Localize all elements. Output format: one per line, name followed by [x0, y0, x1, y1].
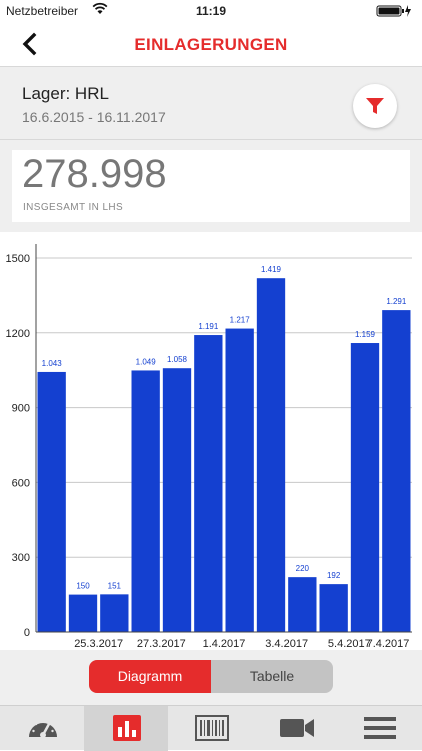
bar-chart: 0 300 600 900 1200 1500 1.043 150 151 1.049 1.058 1… [6, 244, 412, 650]
menu-icon [364, 717, 396, 739]
bar [225, 328, 254, 632]
total-card: 278.998 INSGESAMT IN LHS [12, 150, 410, 222]
bar [382, 310, 411, 632]
total-caption: INSGESAMT IN LHS [23, 202, 124, 213]
bar [256, 278, 286, 632]
y-tick-label: 300 [12, 552, 30, 564]
gauge-icon [29, 719, 57, 738]
tab-scanner[interactable] [168, 706, 252, 751]
wifi-icon [92, 2, 108, 14]
date-range-label: 16.6.2015 - 16.11.2017 [22, 109, 166, 125]
clock: 11:19 [195, 4, 227, 18]
bar [68, 594, 98, 632]
bar-value-label: 1.217 [230, 316, 251, 325]
bar [350, 343, 380, 632]
chevron-left-icon[interactable] [16, 30, 44, 58]
bar-value-label: 1.058 [167, 355, 188, 364]
bar-value-label: 1.291 [386, 297, 407, 306]
bar-value-label: 1.049 [136, 357, 157, 366]
bar [288, 577, 317, 632]
bar [37, 371, 66, 632]
bar [162, 368, 192, 632]
bar-value-label: 1.191 [198, 322, 219, 331]
funnel-icon [366, 98, 384, 114]
bar-value-label: 220 [296, 564, 310, 573]
tab-video[interactable] [252, 706, 336, 751]
x-tick-label: 7.4.2017 [367, 638, 410, 650]
total-value: 278.998 [22, 152, 167, 196]
view-toggle-area: Diagramm Tabelle [0, 650, 422, 705]
bar [194, 335, 223, 632]
bar-value-label: 1.159 [355, 330, 376, 339]
tab-bar [0, 705, 422, 751]
x-tick-label: 25.3.2017 [74, 638, 123, 650]
navigation-bar: EINLAGERUNGEN [0, 22, 422, 66]
y-tick-label: 600 [12, 477, 30, 489]
y-tick-label: 900 [12, 403, 30, 415]
bar [319, 584, 348, 632]
segment-tabelle[interactable]: Tabelle [211, 660, 333, 693]
tab-dashboard[interactable] [0, 706, 84, 751]
battery-icon [376, 5, 411, 17]
bar-value-label: 1.419 [261, 265, 282, 274]
tab-menu[interactable] [336, 706, 420, 751]
view-segmented-control: Diagramm Tabelle [89, 660, 333, 693]
warehouse-label: Lager: HRL [22, 84, 109, 103]
bar-value-label: 1.043 [42, 359, 63, 368]
filter-summary: Lager: HRL 16.6.2015 - 16.11.2017 [0, 66, 422, 140]
page-title: EINLAGERUNGEN [134, 35, 288, 54]
status-bar: Netzbetreiber 11:19 [0, 0, 422, 22]
carrier-label: Netzbetreiber [6, 4, 79, 18]
x-tick-label: 5.4.2017 [328, 638, 371, 650]
bar-value-label: 192 [327, 571, 341, 580]
segment-diagramm[interactable]: Diagramm [89, 660, 211, 693]
y-tick-label: 1500 [6, 253, 30, 265]
bar [100, 594, 129, 632]
y-tick-label: 0 [24, 627, 30, 639]
x-tick-label: 1.4.2017 [203, 638, 246, 650]
x-tick-label: 3.4.2017 [265, 638, 308, 650]
bar [131, 370, 160, 632]
bar-value-label: 150 [76, 582, 90, 591]
total-section: 278.998 INSGESAMT IN LHS [0, 140, 422, 232]
video-camera-icon [280, 719, 314, 737]
y-tick-label: 1200 [6, 328, 30, 340]
x-tick-label: 27.3.2017 [137, 638, 186, 650]
bar-value-label: 151 [108, 581, 122, 590]
bar-chart-icon [113, 715, 141, 741]
tab-statistics[interactable] [84, 706, 168, 751]
filter-button[interactable] [353, 84, 397, 128]
barcode-icon [195, 715, 229, 741]
